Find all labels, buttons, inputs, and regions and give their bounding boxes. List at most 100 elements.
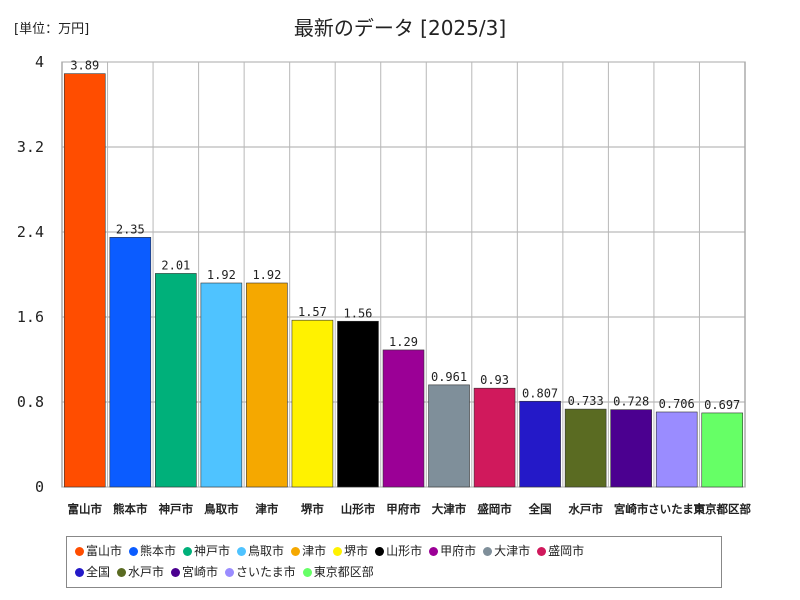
legend-swatch-icon bbox=[75, 568, 84, 577]
legend-row: 全国 水戸市 宮崎市 さいたま市 東京都区部 bbox=[75, 562, 713, 583]
legend-swatch-icon bbox=[75, 547, 84, 556]
y-tick-label: 0.8 bbox=[17, 393, 44, 411]
legend-swatch-icon bbox=[483, 547, 493, 556]
legend-swatch-icon bbox=[333, 547, 343, 556]
bar-堺市 bbox=[291, 319, 334, 488]
bar-value-label: 2.01 bbox=[161, 258, 190, 272]
legend-swatch-icon bbox=[537, 547, 547, 556]
bar-value-label: 1.29 bbox=[389, 335, 418, 349]
x-tick-label: さいたま市 bbox=[648, 502, 706, 516]
legend-label: 熊本市 bbox=[140, 544, 177, 558]
bar-value-label: 1.56 bbox=[344, 306, 373, 320]
bar-鳥取市 bbox=[200, 282, 243, 488]
bar-熊本市 bbox=[109, 237, 152, 488]
legend-label: 富山市 bbox=[86, 544, 123, 558]
bar-さいたま市 bbox=[655, 411, 698, 488]
legend-item: 水戸市 bbox=[117, 562, 164, 583]
bar-大津市 bbox=[428, 384, 470, 488]
legend-item: 宮崎市 bbox=[171, 562, 218, 583]
legend-label: 全国 bbox=[86, 565, 111, 579]
legend-swatch-icon bbox=[117, 568, 127, 577]
bar-盛岡市 bbox=[473, 387, 516, 488]
legend-label: 宮崎市 bbox=[182, 565, 219, 579]
bar-value-label: 0.961 bbox=[431, 370, 467, 384]
unit-label: [単位：万円] bbox=[14, 22, 90, 37]
bar-津市 bbox=[246, 282, 288, 488]
bar-宮崎市 bbox=[610, 409, 652, 488]
bar-value-label: 0.807 bbox=[522, 386, 558, 400]
bar-神戸市 bbox=[155, 273, 197, 488]
chart-title: 最新のデータ [2025/3] bbox=[293, 16, 507, 40]
y-tick-label: 0 bbox=[35, 478, 44, 496]
y-tick-label: 2.4 bbox=[17, 223, 44, 241]
legend-item: さいたま市 bbox=[225, 562, 296, 583]
legend-item: 甲府市 bbox=[429, 541, 476, 562]
legend-label: 東京都区部 bbox=[313, 565, 374, 579]
legend: 富山市 熊本市 神戸市 鳥取市 津市 堺市 山形市 甲府市 大津市 盛岡市 全国 水戸市 宮崎市 さいた… bbox=[66, 536, 722, 588]
x-axis-ticks: 富山市 熊本市 神戸市 鳥取市 津市 堺市 山形市 甲府市 大津市 盛岡市 全国 水戸市 宮崎市 さいたま… bbox=[68, 502, 752, 516]
x-tick-label: 神戸市 bbox=[159, 502, 194, 516]
legend-label: 鳥取市 bbox=[248, 544, 285, 558]
bar-甲府市 bbox=[382, 349, 425, 488]
legend-label: 盛岡市 bbox=[548, 544, 585, 558]
bar-value-label: 0.706 bbox=[659, 397, 695, 411]
bar-富山市 bbox=[63, 73, 106, 488]
bar-value-label: 3.89 bbox=[70, 59, 99, 73]
value-labels: 3.89 2.35 2.01 1.92 1.92 1.57 1.56 1.29 0.961 0.9… bbox=[70, 59, 740, 412]
legend-swatch-icon bbox=[291, 547, 301, 556]
legend-label: 津市 bbox=[302, 544, 327, 558]
legend-swatch-icon bbox=[183, 547, 193, 556]
x-tick-label: 甲府市 bbox=[386, 502, 421, 516]
y-tick-label: 3.2 bbox=[17, 138, 44, 156]
legend-label: 大津市 bbox=[494, 544, 531, 558]
legend-item: 大津市 bbox=[483, 541, 530, 562]
bar-value-label: 0.733 bbox=[568, 394, 604, 408]
legend-swatch-icon bbox=[237, 547, 247, 556]
legend-swatch-icon bbox=[225, 568, 235, 577]
legend-item: 津市 bbox=[291, 541, 326, 562]
legend-item: 山形市 bbox=[375, 541, 422, 562]
legend-item: 盛岡市 bbox=[537, 541, 584, 562]
legend-item: 東京都区部 bbox=[302, 562, 374, 583]
legend-swatch-icon bbox=[129, 547, 139, 556]
y-tick-label: 4 bbox=[35, 53, 44, 71]
bar-東京都区部 bbox=[701, 412, 744, 488]
legend-item: 神戸市 bbox=[183, 541, 230, 562]
x-tick-label: 津市 bbox=[255, 502, 278, 516]
y-tick-label: 1.6 bbox=[17, 308, 44, 326]
bar-value-label: 0.728 bbox=[613, 395, 649, 409]
x-tick-label: 全国 bbox=[528, 502, 552, 516]
legend-item: 全国 bbox=[75, 562, 110, 583]
x-tick-label: 山形市 bbox=[341, 502, 376, 516]
legend-item: 熊本市 bbox=[129, 541, 176, 562]
legend-label: 山形市 bbox=[386, 544, 423, 558]
legend-item: 堺市 bbox=[333, 541, 368, 562]
x-tick-label: 堺市 bbox=[301, 502, 324, 516]
legend-item: 富山市 bbox=[75, 541, 122, 562]
legend-label: さいたま市 bbox=[236, 565, 296, 579]
bar-水戸市 bbox=[564, 408, 607, 488]
legend-swatch-icon bbox=[302, 568, 312, 577]
legend-swatch-icon bbox=[429, 547, 439, 556]
bar-value-label: 2.35 bbox=[116, 222, 145, 236]
legend-swatch-icon bbox=[375, 547, 385, 556]
x-tick-label: 大津市 bbox=[432, 502, 467, 516]
legend-swatch-icon bbox=[171, 568, 181, 577]
legend-label: 堺市 bbox=[344, 544, 369, 558]
bar-value-label: 1.57 bbox=[298, 305, 327, 319]
bars bbox=[63, 73, 744, 488]
y-axis-ticks: 0 0.8 1.6 2.4 3.2 4 bbox=[17, 53, 44, 496]
legend-label: 水戸市 bbox=[128, 565, 165, 579]
x-tick-label: 水戸市 bbox=[568, 502, 603, 516]
bar-山形市 bbox=[337, 320, 379, 488]
x-tick-label: 東京都区部 bbox=[693, 502, 751, 516]
bar-全国 bbox=[519, 400, 561, 488]
legend-item: 鳥取市 bbox=[237, 541, 284, 562]
bar-chart: 3.89 2.35 2.01 1.92 1.92 1.57 1.56 1.29 0.961 0.9… bbox=[17, 53, 752, 516]
legend-row: 富山市 熊本市 神戸市 鳥取市 津市 堺市 山形市 甲府市 大津市 盛岡市 bbox=[75, 541, 713, 562]
bar-value-label: 1.92 bbox=[252, 268, 281, 282]
x-tick-label: 熊本市 bbox=[113, 502, 148, 516]
legend-label: 神戸市 bbox=[194, 544, 231, 558]
bar-value-label: 0.93 bbox=[480, 373, 509, 387]
x-tick-label: 盛岡市 bbox=[477, 502, 512, 516]
